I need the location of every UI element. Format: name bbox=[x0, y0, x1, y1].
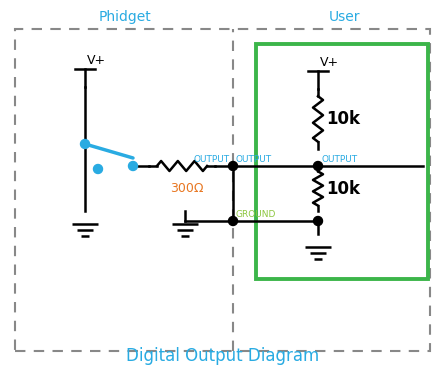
Text: OUTPUT: OUTPUT bbox=[236, 155, 272, 164]
Text: OUTPUT: OUTPUT bbox=[194, 155, 230, 164]
Text: OUTPUT: OUTPUT bbox=[322, 155, 358, 164]
Circle shape bbox=[314, 216, 322, 226]
Circle shape bbox=[228, 161, 238, 171]
Text: V+: V+ bbox=[87, 54, 106, 67]
Text: Phidget: Phidget bbox=[99, 10, 151, 24]
Text: 10k: 10k bbox=[326, 180, 360, 197]
Circle shape bbox=[314, 161, 322, 171]
Bar bbox=[256, 44, 428, 279]
Circle shape bbox=[128, 161, 137, 171]
Bar bbox=[15, 29, 430, 351]
Text: User: User bbox=[329, 10, 361, 24]
Text: GROUND: GROUND bbox=[236, 210, 277, 219]
Text: Digital Output Diagram: Digital Output Diagram bbox=[126, 347, 320, 365]
Text: V+: V+ bbox=[320, 56, 339, 69]
Circle shape bbox=[228, 216, 238, 226]
Circle shape bbox=[80, 139, 90, 149]
Circle shape bbox=[94, 164, 103, 174]
Text: 10k: 10k bbox=[326, 110, 360, 128]
Text: 300Ω: 300Ω bbox=[170, 182, 204, 195]
